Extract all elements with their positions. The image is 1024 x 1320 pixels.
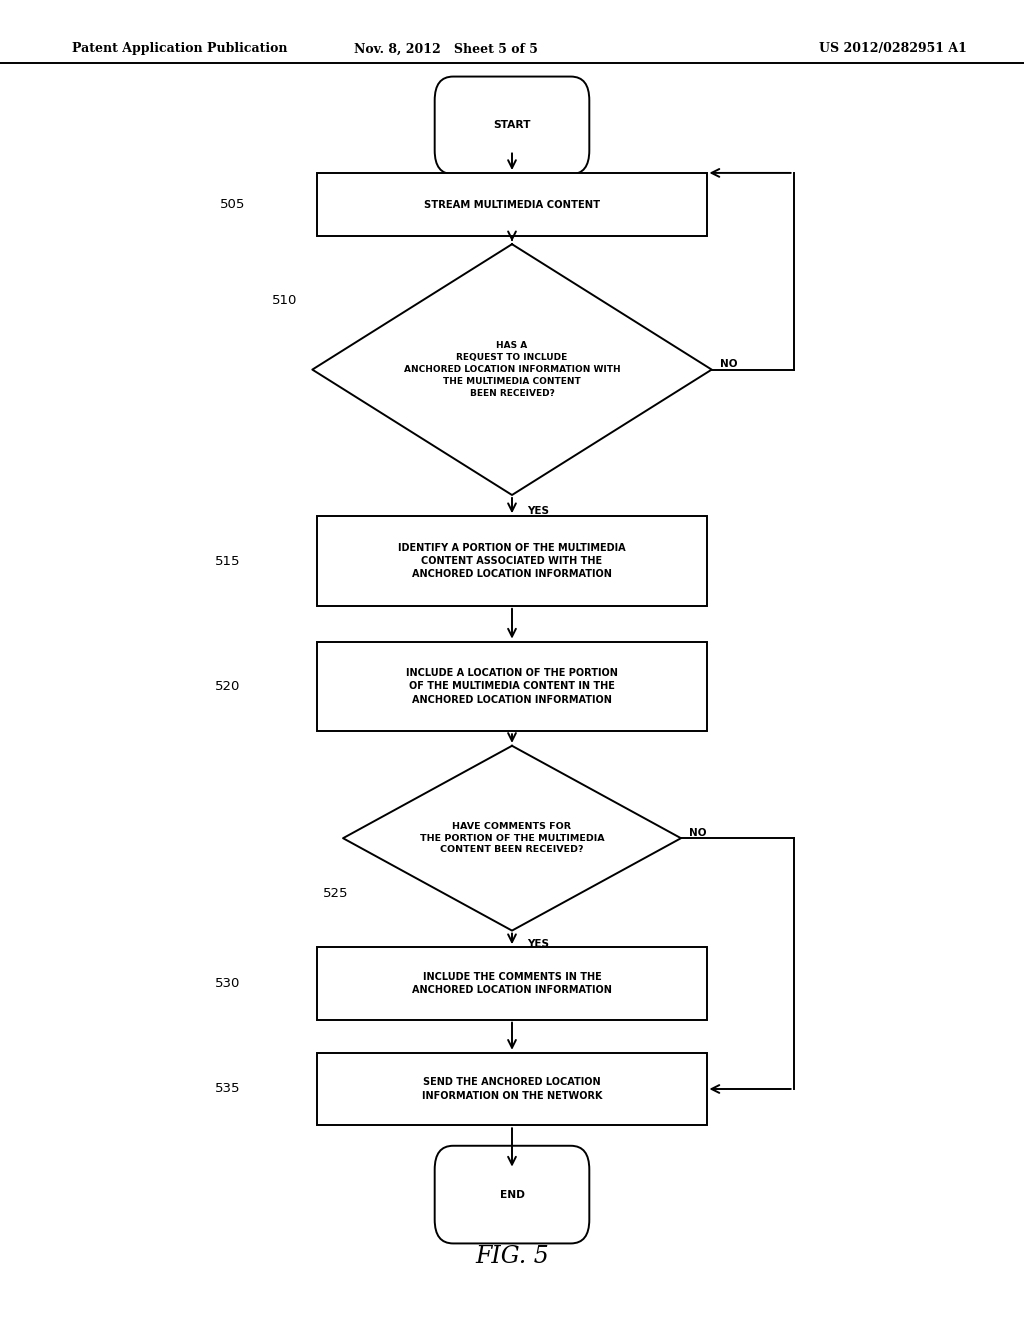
Text: INCLUDE A LOCATION OF THE PORTION
OF THE MULTIMEDIA CONTENT IN THE
ANCHORED LOCA: INCLUDE A LOCATION OF THE PORTION OF THE… [407,668,617,705]
Text: SEND THE ANCHORED LOCATION
INFORMATION ON THE NETWORK: SEND THE ANCHORED LOCATION INFORMATION O… [422,1077,602,1101]
Polygon shape [312,244,712,495]
Text: Patent Application Publication: Patent Application Publication [72,42,287,55]
FancyBboxPatch shape [317,173,707,236]
Text: IDENTIFY A PORTION OF THE MULTIMEDIA
CONTENT ASSOCIATED WITH THE
ANCHORED LOCATI: IDENTIFY A PORTION OF THE MULTIMEDIA CON… [398,543,626,579]
Text: 510: 510 [271,294,297,308]
Text: US 2012/0282951 A1: US 2012/0282951 A1 [819,42,967,55]
FancyBboxPatch shape [434,77,590,174]
FancyBboxPatch shape [434,1146,590,1243]
FancyBboxPatch shape [317,516,707,606]
Text: START: START [494,120,530,131]
Text: YES: YES [527,939,549,949]
Text: 535: 535 [215,1082,241,1096]
FancyBboxPatch shape [317,642,707,731]
Text: 515: 515 [215,554,241,568]
FancyBboxPatch shape [317,1053,707,1125]
Text: Nov. 8, 2012   Sheet 5 of 5: Nov. 8, 2012 Sheet 5 of 5 [353,42,538,55]
Text: HAS A
REQUEST TO INCLUDE
ANCHORED LOCATION INFORMATION WITH
THE MULTIMEDIA CONTE: HAS A REQUEST TO INCLUDE ANCHORED LOCATI… [403,342,621,397]
Text: 520: 520 [215,680,241,693]
Polygon shape [343,746,681,931]
Text: YES: YES [527,506,549,516]
Text: INCLUDE THE COMMENTS IN THE
ANCHORED LOCATION INFORMATION: INCLUDE THE COMMENTS IN THE ANCHORED LOC… [412,972,612,995]
Text: FIG. 5: FIG. 5 [475,1245,549,1269]
Text: STREAM MULTIMEDIA CONTENT: STREAM MULTIMEDIA CONTENT [424,199,600,210]
Text: 505: 505 [220,198,246,211]
Text: NO: NO [689,828,707,838]
Text: 525: 525 [323,887,348,900]
Text: NO: NO [720,359,737,370]
FancyBboxPatch shape [317,948,707,1019]
Text: 530: 530 [215,977,241,990]
Text: END: END [500,1189,524,1200]
Text: HAVE COMMENTS FOR
THE PORTION OF THE MULTIMEDIA
CONTENT BEEN RECEIVED?: HAVE COMMENTS FOR THE PORTION OF THE MUL… [420,822,604,854]
